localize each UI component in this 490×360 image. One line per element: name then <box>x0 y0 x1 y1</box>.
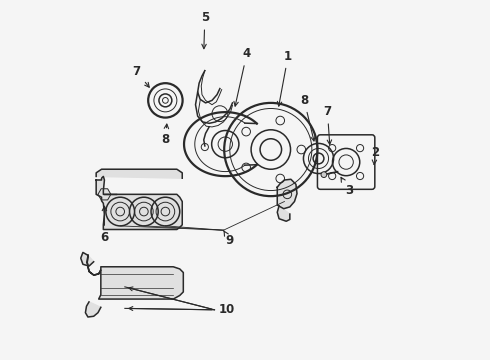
Polygon shape <box>85 302 101 317</box>
Circle shape <box>321 172 327 177</box>
Text: 6: 6 <box>100 206 109 244</box>
Text: 7: 7 <box>133 65 149 87</box>
Text: 2: 2 <box>371 145 379 165</box>
Text: 5: 5 <box>201 12 209 49</box>
Polygon shape <box>81 252 94 266</box>
Polygon shape <box>277 206 290 221</box>
Text: 8: 8 <box>161 124 170 146</box>
Text: 9: 9 <box>224 231 234 247</box>
Polygon shape <box>98 189 111 200</box>
Polygon shape <box>96 169 182 178</box>
Text: 3: 3 <box>341 177 353 197</box>
Text: 4: 4 <box>234 47 251 106</box>
Polygon shape <box>96 176 182 229</box>
Text: 1: 1 <box>277 50 292 106</box>
Text: 7: 7 <box>323 105 332 144</box>
Text: 10: 10 <box>219 303 235 316</box>
Polygon shape <box>277 179 297 209</box>
Polygon shape <box>87 255 183 299</box>
Text: 8: 8 <box>300 94 315 141</box>
